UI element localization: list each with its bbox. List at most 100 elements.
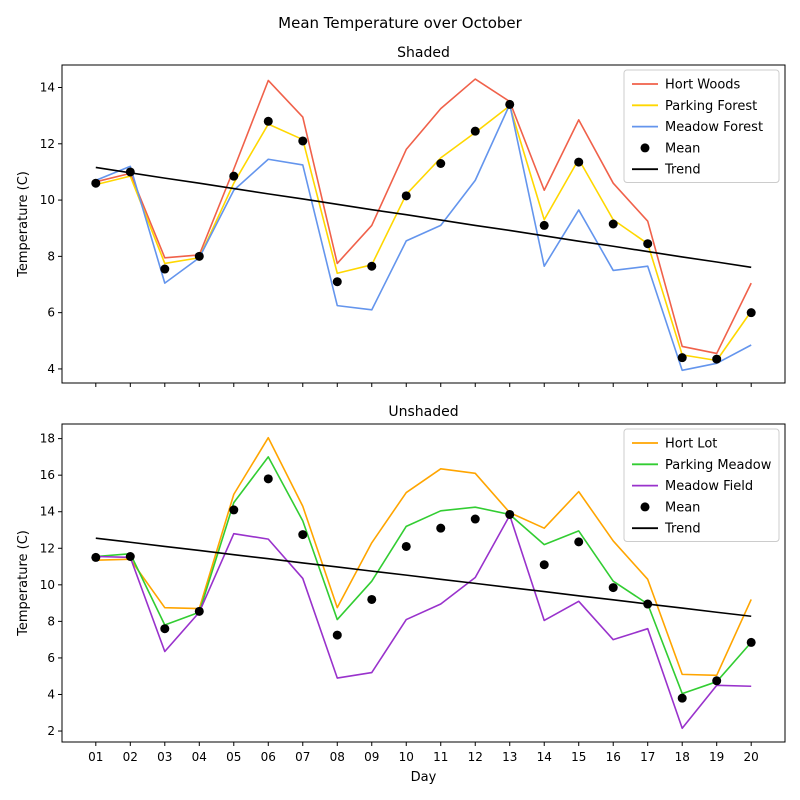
legend-label-mean: Mean [665, 500, 700, 515]
x-tick-label: 13 [502, 750, 517, 764]
y-tick-label: 12 [40, 541, 55, 555]
point-mean [229, 171, 239, 181]
point-mean [746, 637, 756, 647]
point-mean [539, 560, 549, 570]
legend-label-hort-lot: Hort Lot [665, 437, 717, 452]
x-tick-label: 10 [399, 750, 414, 764]
series-line-trend [95, 537, 752, 618]
point-mean [401, 541, 411, 551]
x-tick-label: 06 [261, 750, 276, 764]
point-mean [574, 157, 584, 167]
point-mean [677, 693, 687, 703]
legend-label-parking-forest: Parking Forest [665, 99, 757, 114]
subplot-title: Unshaded [388, 404, 458, 420]
point-mean [712, 676, 722, 686]
series-line-trend [95, 166, 752, 269]
point-mean [263, 474, 273, 484]
axes-frame [61, 64, 786, 384]
point-mean [194, 251, 204, 261]
y-tick-label: 14 [40, 81, 55, 95]
series-line-parking-meadow [95, 456, 752, 695]
point-mean [229, 505, 239, 515]
x-tick-label: 08 [330, 750, 345, 764]
axes-frame [61, 423, 786, 743]
x-tick-label: 19 [709, 750, 724, 764]
legend-marker-mean [640, 502, 650, 512]
series-line-hort-woods [95, 78, 752, 355]
y-tick-label: 4 [47, 687, 55, 701]
point-mean [436, 523, 446, 533]
x-tick-label: 05 [226, 750, 241, 764]
legend-label-meadow-field: Meadow Field [665, 479, 753, 494]
point-mean [367, 261, 377, 271]
y-tick-label: 10 [40, 193, 55, 207]
series-line-hort-lot [95, 436, 752, 677]
point-mean [401, 191, 411, 201]
x-tick-label: 01 [88, 750, 103, 764]
x-tick-label: 09 [364, 750, 379, 764]
legend-label-parking-meadow: Parking Meadow [665, 458, 772, 473]
figure-title: Mean Temperature over October [278, 14, 523, 32]
x-tick-label: 11 [433, 750, 448, 764]
point-mean [125, 167, 135, 177]
x-tick-label: 16 [606, 750, 621, 764]
y-tick-label: 16 [40, 468, 55, 482]
legend-label-hort-woods: Hort Woods [665, 78, 741, 93]
series-line-meadow-forest [95, 103, 752, 372]
legend-label-trend: Trend [664, 522, 701, 537]
y-axis-label: Temperature (C) [16, 171, 31, 278]
y-axis-label: Temperature (C) [16, 530, 31, 637]
point-mean [91, 552, 101, 562]
point-mean [470, 514, 480, 524]
point-mean [677, 353, 687, 363]
legend-marker-mean [640, 143, 650, 153]
legend-label-mean: Mean [665, 141, 700, 156]
x-tick-label: 17 [640, 750, 655, 764]
x-tick-label: 12 [468, 750, 483, 764]
y-tick-label: 6 [47, 651, 55, 665]
x-tick-label: 04 [192, 750, 207, 764]
series-line-meadow-field [95, 514, 752, 730]
x-axis-label: Day [411, 770, 437, 785]
point-mean [608, 219, 618, 229]
x-tick-label: 03 [157, 750, 172, 764]
point-mean [263, 116, 273, 126]
point-mean [608, 583, 618, 593]
point-mean [470, 126, 480, 136]
legend-box [623, 69, 780, 183]
point-mean [332, 630, 342, 640]
point-mean [194, 606, 204, 616]
subplot-title: Shaded [397, 45, 450, 61]
x-tick-label: 20 [744, 750, 759, 764]
point-mean [505, 99, 515, 109]
point-mean [643, 239, 653, 249]
legend-box [623, 428, 780, 542]
point-mean [332, 277, 342, 287]
y-tick-label: 4 [47, 362, 55, 376]
legend-label-meadow-forest: Meadow Forest [665, 120, 763, 135]
point-mean [298, 530, 308, 540]
point-mean [712, 354, 722, 364]
point-mean [125, 552, 135, 561]
point-mean [436, 158, 446, 168]
x-tick-label: 18 [675, 750, 690, 764]
y-tick-label: 18 [40, 432, 55, 446]
x-tick-label: 14 [537, 750, 552, 764]
legend-label-trend: Trend [664, 163, 701, 178]
point-mean [298, 136, 308, 146]
x-tick-label: 02 [123, 750, 138, 764]
point-mean [91, 178, 101, 188]
y-tick-label: 6 [47, 306, 55, 320]
x-tick-label: 07 [295, 750, 310, 764]
point-mean [539, 220, 549, 230]
point-mean [160, 264, 170, 274]
y-tick-label: 10 [40, 578, 55, 592]
y-tick-label: 12 [40, 137, 55, 151]
y-tick-label: 14 [40, 505, 55, 519]
x-tick-label: 15 [571, 750, 586, 764]
y-tick-label: 8 [47, 614, 55, 628]
point-mean [746, 308, 756, 318]
panel-shaded: Shaded 4 6 8 10 12 14 Temperature (C) Hort Woods… [16, 45, 786, 387]
panel-unshaded: Unshaded 2 4 6 8 10 12 14 16 18 01 02 03 04 05 06 07 08 09… [16, 404, 786, 785]
